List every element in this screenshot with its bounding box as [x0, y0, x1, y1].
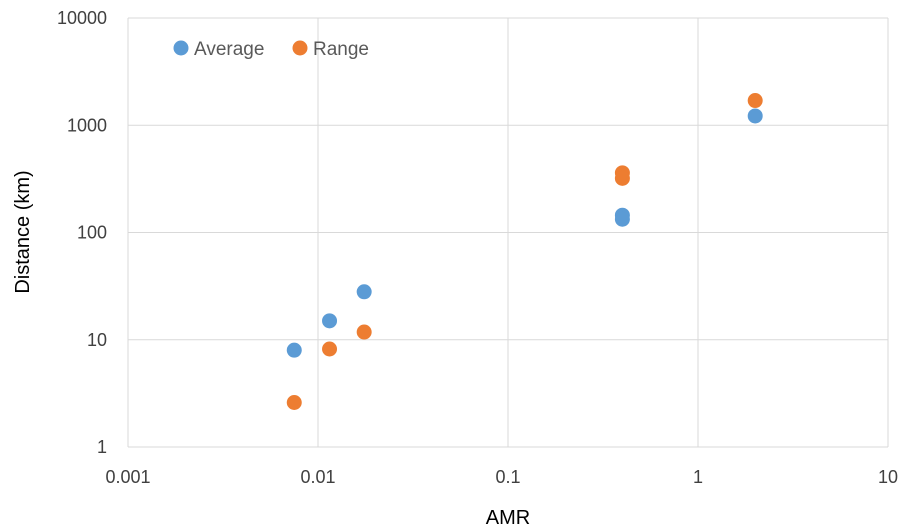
legend-label-average: Average [194, 39, 264, 60]
x-tick-label: 0.01 [300, 467, 335, 487]
y-tick-label: 1 [97, 437, 107, 457]
x-tick-label: 10 [878, 467, 898, 487]
data-point-range [322, 341, 338, 357]
x-axis-title: AMR [486, 507, 530, 529]
legend-marker-range [292, 40, 308, 56]
x-tick-label: 0.1 [495, 467, 520, 487]
data-point-average [614, 211, 630, 227]
data-point-range [356, 324, 372, 340]
data-point-average [356, 284, 372, 300]
data-point-average [286, 342, 302, 358]
y-tick-label: 10000 [57, 8, 107, 28]
data-point-range [747, 93, 763, 109]
legend-label-range: Range [313, 39, 369, 60]
data-point-range [614, 170, 630, 186]
y-axis-title: Distance (km) [12, 170, 34, 293]
y-tick-label: 1000 [67, 115, 107, 135]
legend: Average Range [173, 39, 369, 60]
y-tick-label: 10 [87, 330, 107, 350]
tick-labels: 0.001 0.01 0.1 1 10 1 10 100 1000 10000 [57, 8, 898, 487]
x-tick-label: 0.001 [105, 467, 150, 487]
data-points [286, 93, 763, 410]
x-tick-label: 1 [693, 467, 703, 487]
y-tick-label: 100 [77, 223, 107, 243]
gridlines [127, 17, 889, 448]
data-point-average [747, 108, 763, 124]
data-point-range [286, 394, 302, 410]
legend-marker-average [173, 40, 189, 56]
data-point-average [322, 313, 338, 329]
